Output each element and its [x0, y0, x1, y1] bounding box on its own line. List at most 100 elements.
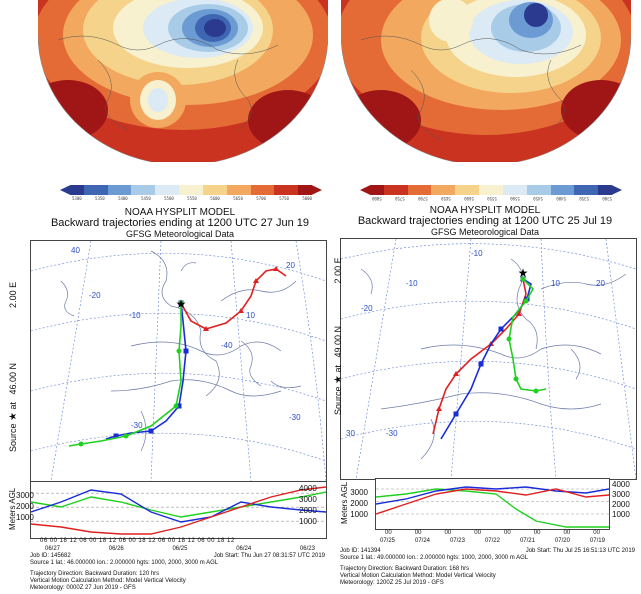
left-source-line: Source 1 lat.: 46.000000 lon.: 2.000000 … [30, 560, 219, 566]
colorbar-swatch [502, 185, 527, 195]
right-model-name: NOAA HYSPLIT MODEL [429, 205, 541, 216]
trajectory-2000m-left-marker [176, 403, 182, 409]
source-star-icon: ★ [176, 297, 187, 311]
right-meteo: Meteorology: 1200Z 25 Jul 2019 - GFS [340, 580, 444, 586]
agl-3000m-right [376, 488, 609, 528]
axis-tick-label: 06/25 [172, 546, 188, 552]
axis-tick-label: 3000 [612, 490, 630, 499]
left-source-text: Source ★ at 46.00 N 2.00 E [8, 281, 19, 452]
right-trajectory-map: ★ -20 -10 10 -30 30 20 -10 [340, 238, 637, 480]
trajectory-1000m-left [180, 268, 287, 330]
colorbar-tick: 5450 [141, 196, 151, 201]
grid-labels-right: -20 -10 10 -30 30 20 -10 [341, 239, 636, 479]
colorbar-swatch [179, 185, 203, 195]
right-job-id: Job ID: 141394 [340, 548, 381, 554]
colorbar-swatch [598, 185, 622, 195]
agl-2000m-right [376, 486, 609, 505]
colorbar-tick: 5400 [118, 196, 128, 201]
trajectory-1000m-left-marker [203, 326, 209, 331]
colorbar-tick: 5350 [579, 196, 589, 201]
trajectory-2000m-right-marker [498, 326, 504, 332]
right-agl-right-ticks: 4000 3000 2000 1000 [612, 480, 640, 520]
right-subtitle: GFSG Meteorological Data [430, 227, 540, 237]
colorbar-swatch [455, 185, 480, 195]
right-source-label: Source ★ at 49.00 N 2.00 E [333, 257, 344, 415]
colorbar-tick: 5800 [302, 196, 312, 201]
axis-tick-label: 07/25 [380, 538, 396, 544]
colorbar-swatch [202, 185, 227, 195]
trajectory-1000m-right-marker [436, 406, 442, 411]
trajectory-1000m-right-marker [516, 311, 522, 316]
graticule-label: 40 [71, 246, 80, 255]
left-job-id: Job ID: 145682 [30, 553, 71, 559]
colorbar-swatch [383, 185, 408, 195]
graticule-label: -10 [471, 249, 483, 258]
graticule-label: 20 [596, 279, 605, 288]
colorbar-tick: 5500 [510, 196, 520, 201]
left-source-lon: 2.00 E [8, 281, 18, 308]
trajectory-3000m-left-marker [176, 348, 182, 354]
axis-tick-label: 1000 [16, 513, 34, 522]
colorbar-tick: 5300 [72, 196, 82, 201]
right-date-ticks: 07/25 07/24 07/23 07/22 07/21 07/20 07/19 [380, 538, 605, 544]
colorbar-swatch [526, 185, 551, 195]
colorbar-left [60, 185, 322, 195]
graticule-label: -30 [131, 421, 143, 430]
left-date-ticks: 06/27 06/26 06/25 06/24 06/23 [45, 546, 315, 552]
axis-tick-label: 2000 [299, 506, 317, 515]
colorbar-swatch [131, 185, 156, 195]
left-trajectory-map: ★ -20 -10 10 40 -40 -30 20 -30 [30, 240, 327, 482]
left-subtitle: GFSG Meteorological Data [125, 229, 235, 239]
trajectory-2000m-left [105, 302, 187, 440]
trajectory-3000m-right-marker [506, 336, 512, 342]
right-title: Backward trajectories ending at 1200 UTC… [357, 215, 613, 227]
trajectory-1000m-left-marker [238, 308, 244, 313]
left-footer: Job ID: 145682 Job Start: Thu Jun 27 08:3… [30, 553, 325, 592]
colorbar-swatch [479, 185, 503, 195]
geopotential-map-right [341, 0, 631, 162]
colorbar-swatch [550, 185, 575, 195]
grid-labels-left: -20 -10 10 40 -40 -30 20 -30 [31, 241, 326, 481]
colorbar-tick: 5450 [533, 196, 543, 201]
axis-tick-label: 00 [474, 530, 481, 536]
left-direction: Trajectory Direction: Backward Duration:… [30, 571, 160, 577]
agl-1000m-right [376, 488, 609, 515]
right-agl-plot [375, 478, 610, 530]
axis-tick-label: 4000 [612, 480, 630, 489]
axis-tick-label: 3000 [16, 491, 34, 500]
colorbar-swatch [431, 185, 456, 195]
colorbar-tick: 5800 [372, 196, 382, 201]
graticule-label: -30 [386, 429, 398, 438]
colorbar-right [360, 185, 622, 195]
right-agl-left-ticks: 3000 2000 1000 [346, 487, 368, 520]
colorbar-swatch [60, 185, 84, 195]
colorbar-tick: 5300 [602, 196, 612, 201]
trajectory-3000m-right-marker [523, 298, 529, 304]
graticule-label: -40 [221, 341, 233, 350]
axis-tick-label: 07/22 [484, 538, 500, 544]
colorbar-swatch [574, 185, 599, 195]
colorbar-tick: 5550 [487, 196, 497, 201]
graticule-label: 20 [286, 261, 295, 270]
left-model-name: NOAA HYSPLIT MODEL [124, 207, 236, 218]
axis-tick-label: 1000 [612, 510, 630, 519]
colorbar-swatch [250, 185, 275, 195]
colorbar-tick: 5500 [164, 196, 174, 201]
agl-1000m-left [31, 486, 326, 535]
axis-tick-label: 07/23 [449, 538, 465, 544]
colorbar-tick: 5750 [279, 196, 289, 201]
colorbar-tick: 5700 [418, 196, 428, 201]
trajectory-3000m-left-marker [173, 403, 179, 409]
graticule-label: -10 [129, 311, 141, 320]
right-header: NOAA HYSPLIT MODEL Backward trajectories… [330, 205, 640, 238]
axis-tick-label: 00 [504, 530, 511, 536]
colorbar-swatch [407, 185, 432, 195]
axis-tick-label: 1000 [350, 510, 368, 519]
trajectory-2000m-left-marker [113, 433, 119, 439]
colorbar-tick: 5600 [210, 196, 220, 201]
axis-tick-label: 2000 [612, 500, 630, 509]
right-source-line: Source 1 lat.: 49.000000 lon.: 2.000000 … [340, 555, 529, 561]
trajectory-3000m-right-marker [533, 388, 539, 394]
right-source-lon: 2.00 E [333, 257, 343, 284]
left-agl-right-ticks: 4000 3000 2000 1000 [299, 483, 325, 527]
